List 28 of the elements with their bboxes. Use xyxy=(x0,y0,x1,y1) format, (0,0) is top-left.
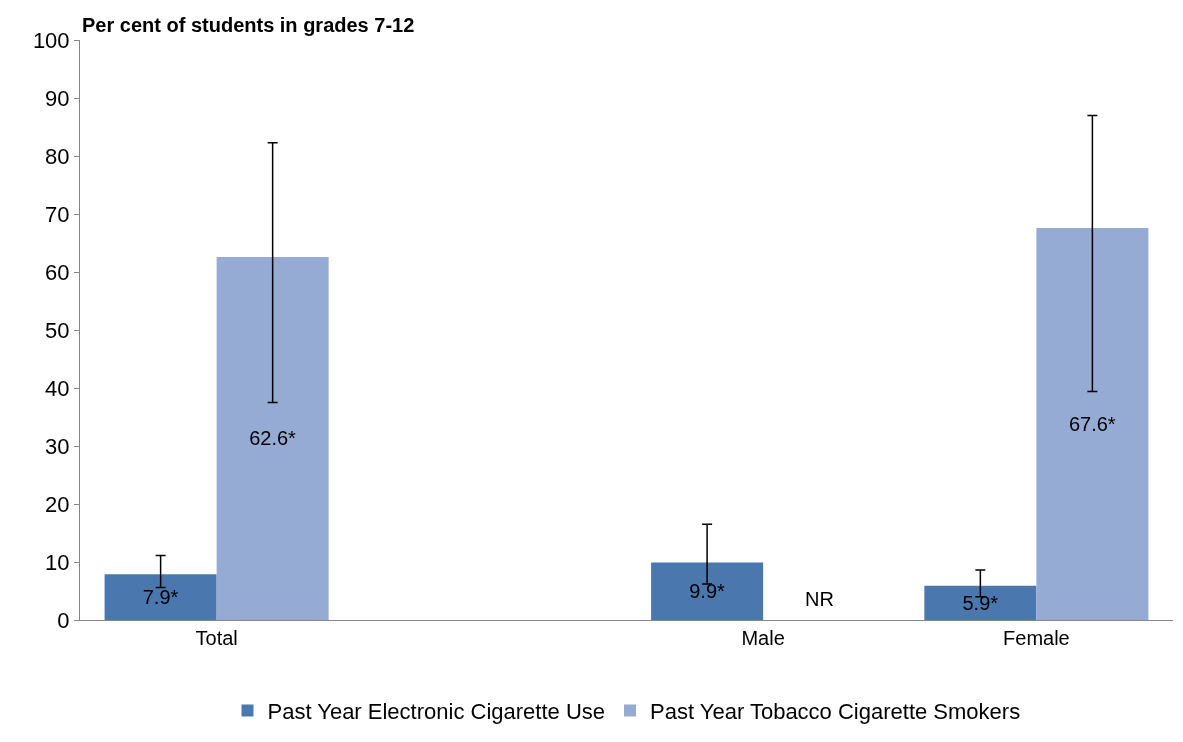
data-label: 5.9* xyxy=(962,591,999,614)
y-axis-title: Per cent of students in grades 7-12 xyxy=(82,14,415,36)
bar xyxy=(1036,227,1149,620)
data-label: 9.9* xyxy=(689,580,726,603)
y-tick-label: 10 xyxy=(45,549,70,575)
y-tick-label: 100 xyxy=(32,27,70,53)
data-label: 67.6* xyxy=(1068,412,1116,435)
bar xyxy=(216,256,329,620)
legend-label: Past Year Tobacco Cigarette Smokers xyxy=(650,698,1021,724)
bar xyxy=(104,574,217,620)
y-tick-label: 70 xyxy=(45,201,70,227)
y-tick-label: 80 xyxy=(45,143,70,169)
y-tick-label: 30 xyxy=(45,433,70,459)
bar xyxy=(651,562,764,620)
y-tick-label: 40 xyxy=(45,375,70,401)
y-tick-label: 20 xyxy=(45,491,70,517)
data-label: 62.6* xyxy=(249,427,297,450)
text: NR xyxy=(805,588,834,610)
y-tick-label: 60 xyxy=(45,259,70,285)
x-tick-label: Male xyxy=(741,627,785,649)
data-label: 7.9* xyxy=(142,586,179,609)
y-tick-label: 90 xyxy=(45,85,70,111)
y-tick-label: 50 xyxy=(45,317,70,343)
x-tick-label: Total xyxy=(195,627,238,649)
bar xyxy=(924,585,1037,620)
x-tick-label: Female xyxy=(1003,627,1070,649)
y-tick-label: 0 xyxy=(57,607,70,633)
legend-label: Past Year Electronic Cigarette Use xyxy=(267,698,606,724)
